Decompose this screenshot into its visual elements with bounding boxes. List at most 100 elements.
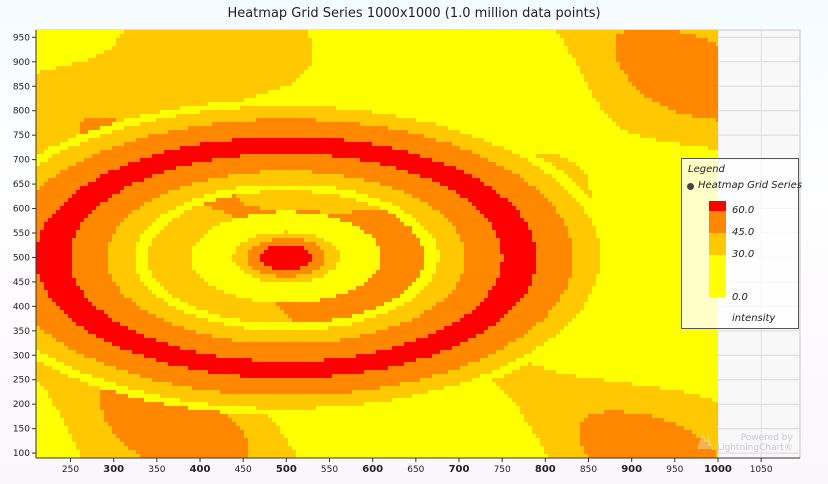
heatmap-cell xyxy=(712,54,717,59)
heatmap-cell xyxy=(688,134,693,139)
heatmap-cell xyxy=(296,62,301,67)
heatmap-cell xyxy=(256,106,261,111)
heatmap-cell xyxy=(252,46,257,51)
heatmap-cell xyxy=(312,114,317,119)
heatmap-cell xyxy=(532,90,537,95)
heatmap-cell xyxy=(84,58,89,63)
heatmap-cell xyxy=(212,46,217,51)
heatmap-cell xyxy=(572,102,577,107)
heatmap-cell xyxy=(296,42,301,47)
heatmap-cell xyxy=(516,70,521,75)
heatmap-cell xyxy=(280,78,285,83)
heatmap-cell xyxy=(436,138,441,143)
heatmap-cell xyxy=(320,66,325,71)
heatmap-cell xyxy=(480,138,485,143)
heatmap-cell xyxy=(300,118,305,123)
heatmap-cell xyxy=(588,118,593,123)
heatmap-cell xyxy=(176,82,181,87)
heatmap-cell xyxy=(116,118,121,123)
heatmap-cell xyxy=(696,38,701,43)
heatmap-cell xyxy=(700,58,705,63)
heatmap-cell xyxy=(612,82,617,87)
heatmap-cell xyxy=(588,134,593,139)
heatmap-cell xyxy=(668,54,673,59)
heatmap-cell xyxy=(328,34,333,39)
heatmap-cell xyxy=(452,58,457,63)
heatmap-cell xyxy=(536,126,541,131)
heatmap-cell xyxy=(580,62,585,67)
heatmap-cell xyxy=(472,58,477,63)
heatmap-cell xyxy=(524,134,529,139)
heatmap-cell xyxy=(556,130,561,135)
heatmap-cell xyxy=(76,90,81,95)
heatmap-cell xyxy=(300,122,305,127)
heatmap-cell xyxy=(548,106,553,111)
heatmap-cell xyxy=(460,138,465,143)
heatmap-cell xyxy=(380,50,385,55)
heatmap-cell xyxy=(240,110,245,115)
heatmap-cell xyxy=(548,70,553,75)
heatmap-cell xyxy=(260,90,265,95)
heatmap-cell xyxy=(528,54,533,59)
heatmap-cell xyxy=(408,94,413,99)
heatmap-cell xyxy=(144,94,149,99)
heatmap-cell xyxy=(288,102,293,107)
heatmap-cell xyxy=(240,90,245,95)
heatmap-cell xyxy=(572,106,577,111)
heatmap-cell xyxy=(88,38,93,43)
heatmap-cell xyxy=(44,134,49,139)
heatmap-cell xyxy=(272,110,277,115)
heatmap-cell xyxy=(656,58,661,63)
heatmap-cell xyxy=(108,46,113,51)
heatmap-cell xyxy=(336,38,341,43)
heatmap-cell xyxy=(596,86,601,91)
heatmap-cell xyxy=(148,58,153,63)
heatmap-cell xyxy=(300,38,305,43)
heatmap-cell xyxy=(660,126,665,131)
heatmap-cell xyxy=(256,78,261,83)
heatmap-cell xyxy=(428,106,433,111)
heatmap-cell xyxy=(268,86,273,91)
heatmap-cell xyxy=(696,42,701,47)
heatmap-cell xyxy=(524,90,529,95)
heatmap-cell xyxy=(684,98,689,103)
heatmap-cell xyxy=(160,126,165,131)
heatmap-cell xyxy=(296,78,301,83)
heatmap-cell xyxy=(88,50,93,55)
heatmap-cell xyxy=(396,94,401,99)
heatmap-cell xyxy=(508,102,513,107)
heatmap-cell xyxy=(384,66,389,71)
heatmap-cell xyxy=(244,126,249,131)
heatmap-cell xyxy=(120,114,125,119)
heatmap-cell xyxy=(480,86,485,91)
heatmap-cell xyxy=(496,106,501,111)
heatmap-cell xyxy=(100,118,105,123)
heatmap-cell xyxy=(232,94,237,99)
heatmap-cell xyxy=(608,114,613,119)
heatmap-cell xyxy=(476,74,481,79)
heatmap-cell xyxy=(276,94,281,99)
heatmap-cell xyxy=(640,34,645,39)
heatmap-cell xyxy=(540,130,545,135)
heatmap-cell xyxy=(460,30,465,35)
heatmap-cell xyxy=(532,38,537,43)
heatmap-cell xyxy=(108,130,113,135)
heatmap-cell xyxy=(672,78,677,83)
heatmap-cell xyxy=(352,82,357,87)
heatmap-cell xyxy=(576,82,581,87)
heatmap-cell xyxy=(200,118,205,123)
heatmap-cell xyxy=(436,54,441,59)
heatmap-cell xyxy=(132,114,137,119)
heatmap-cell xyxy=(476,110,481,115)
heatmap-cell xyxy=(212,58,217,63)
heatmap-cell xyxy=(412,138,417,143)
heatmap-cell xyxy=(472,86,477,91)
heatmap-cell xyxy=(332,94,337,99)
heatmap-cell xyxy=(404,74,409,79)
heatmap-cell xyxy=(308,114,313,119)
heatmap-cell xyxy=(700,38,705,43)
heatmap-cell xyxy=(112,138,117,143)
heatmap-cell xyxy=(132,54,137,59)
heatmap-cell xyxy=(272,102,277,107)
